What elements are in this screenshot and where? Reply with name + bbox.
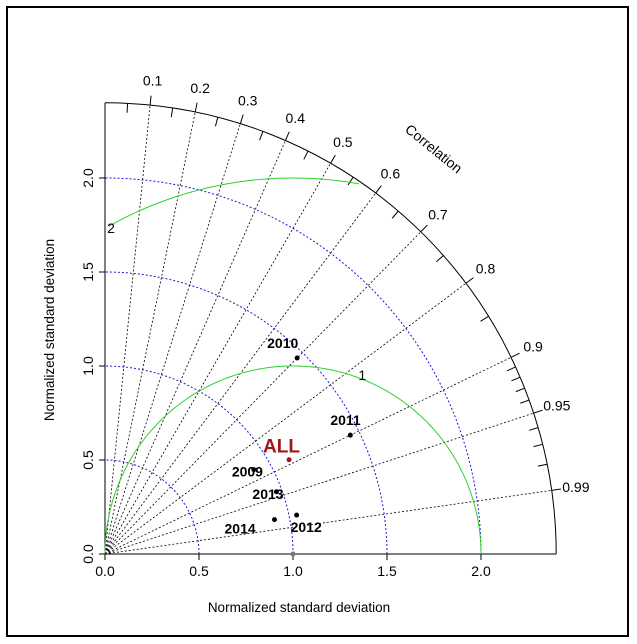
correlation-ray (104, 123, 241, 555)
correlation-minor-tick (214, 117, 219, 127)
x-tick-label: 1.5 (377, 563, 397, 579)
sd-arc (104, 459, 200, 555)
correlation-major-tick (465, 277, 474, 284)
correlation-ray (104, 282, 467, 555)
x-axis-label: Normalized standard deviation (208, 600, 390, 615)
x-tick-label: 1.0 (283, 563, 303, 579)
chart-frame (6, 6, 629, 637)
correlation-tick-label: 0.7 (428, 206, 448, 222)
data-point (273, 489, 279, 495)
correlation-tick-label: 0.1 (143, 73, 163, 89)
correlation-tick-label: 0.4 (286, 110, 306, 126)
data-point-label: 2009 (232, 464, 263, 480)
correlation-minor-tick (347, 176, 354, 186)
correlation-ray (104, 140, 286, 555)
correlation-major-tick (285, 131, 290, 141)
correlation-tick-label: 0.95 (543, 397, 570, 413)
correlation-minor-tick (511, 376, 521, 382)
correlation-minor-tick (537, 463, 548, 467)
y-axis-label: Normalized standard deviation (42, 239, 57, 421)
data-point (251, 467, 257, 473)
correlation-minor-tick (506, 366, 516, 372)
correlation-major-tick (510, 352, 520, 358)
correlation-major-tick (533, 409, 543, 414)
correlation-minor-tick (170, 107, 174, 118)
correlation-tick-label: 0.2 (190, 80, 210, 96)
x-tick-label: 2.0 (471, 563, 491, 579)
correlation-minor-tick (515, 387, 525, 393)
correlation-ray (104, 356, 512, 555)
y-tick-label: 2.0 (80, 168, 96, 188)
correlation-ray (104, 111, 196, 555)
sd-arc (104, 271, 388, 555)
correlation-tick-label: 0.9 (523, 339, 543, 355)
correlation-ray (104, 163, 331, 555)
rms-arc (109, 177, 360, 227)
data-point (294, 355, 300, 361)
correlation-minor-tick (533, 443, 543, 448)
correlation-minor-tick (520, 399, 530, 404)
data-point (294, 512, 300, 518)
correlation-major-tick (239, 114, 244, 124)
data-point-label: 2014 (225, 521, 256, 537)
correlation-tick-label: 0.5 (333, 134, 353, 150)
correlation-ray (104, 105, 151, 555)
y-tick-label: 0.0 (80, 544, 96, 564)
correlation-major-tick (194, 102, 198, 113)
correlation-tick-label: 0.8 (476, 261, 496, 277)
correlation-minor-tick (436, 255, 444, 263)
x-tick-label: 0.5 (189, 563, 209, 579)
correlation-axis-label: Correlation (402, 121, 465, 177)
correlation-tick-label: 0.99 (562, 479, 589, 495)
rms-arc (104, 365, 482, 555)
correlation-major-tick (420, 224, 428, 233)
correlation-tick-label: 0.6 (381, 165, 401, 181)
y-tick-label: 1.0 (80, 356, 96, 376)
correlation-minor-tick (303, 150, 309, 160)
rms-arc-label: 1 (358, 367, 366, 383)
sd-arc (104, 365, 294, 555)
correlation-minor-tick (528, 427, 539, 431)
correlation-major-tick (375, 185, 382, 194)
correlation-minor-tick (259, 131, 264, 141)
data-point (347, 432, 353, 438)
data-point-label: ALL (263, 437, 300, 458)
reference-point (290, 551, 296, 557)
correlation-major-tick (149, 95, 152, 106)
correlation-minor-tick (480, 315, 489, 322)
data-point-label: 2011 (330, 412, 361, 428)
correlation-ray (104, 231, 422, 555)
outer-arc (104, 102, 557, 555)
data-point (286, 457, 292, 463)
data-point (272, 517, 278, 523)
data-point-label: 2012 (291, 519, 322, 535)
y-tick-label: 0.5 (80, 450, 96, 470)
rms-arc-label: 2 (107, 220, 115, 236)
data-point-label: 2010 (267, 335, 298, 351)
data-point-label: 2013 (252, 486, 283, 502)
x-tick-label: 0.0 (95, 563, 115, 579)
correlation-tick-label: 0.3 (238, 92, 258, 108)
correlation-major-tick (330, 154, 336, 164)
correlation-major-tick (551, 488, 562, 491)
correlation-ray (104, 489, 552, 555)
correlation-minor-tick (391, 210, 399, 219)
y-tick-label: 1.5 (80, 262, 96, 282)
correlation-ray (104, 412, 534, 555)
